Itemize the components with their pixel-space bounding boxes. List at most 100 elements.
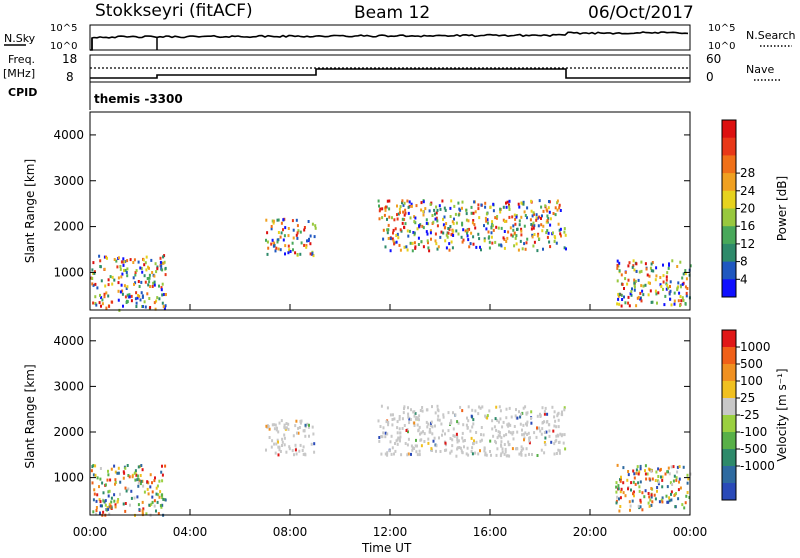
echo-cell <box>94 282 97 286</box>
echo-cell <box>386 217 388 221</box>
echo-cell <box>140 479 143 483</box>
echo-cell <box>620 304 623 308</box>
echo-cell <box>283 436 286 440</box>
colorbar-tick-label: 16 <box>740 219 755 233</box>
echo-cell <box>101 302 104 306</box>
echo-cell <box>443 226 446 230</box>
echo-cell <box>617 294 620 298</box>
echo-cell <box>557 411 560 415</box>
echo-cell <box>639 297 642 301</box>
echo-cell <box>156 265 159 269</box>
echo-cell <box>456 440 459 444</box>
echo-cell <box>471 446 474 450</box>
echo-cell <box>508 203 510 207</box>
echo-cell <box>628 500 631 504</box>
echo-cell <box>279 450 282 453</box>
echo-cell <box>684 272 687 276</box>
echo-cell <box>545 430 548 434</box>
echo-cell <box>637 295 640 299</box>
echo-cell <box>380 435 383 438</box>
echo-cell <box>271 439 274 443</box>
echo-cell <box>450 240 453 244</box>
echo-cell <box>644 472 647 476</box>
echo-cell <box>124 295 127 299</box>
echo-cell <box>637 472 640 476</box>
echo-cell <box>381 216 384 220</box>
echo-cell <box>411 249 414 253</box>
echo-cell <box>535 213 538 217</box>
echo-cell <box>283 234 286 238</box>
x-tick-label: 00:00 <box>673 525 708 539</box>
echo-cell <box>144 305 147 309</box>
echo-cell <box>668 263 670 267</box>
echo-cell <box>543 431 546 434</box>
echo-cell <box>164 464 167 468</box>
echo-cell <box>422 430 424 434</box>
echo-cell <box>295 452 298 456</box>
echo-cell <box>466 229 469 233</box>
echo-cell <box>615 499 618 503</box>
echo-cell <box>448 228 451 231</box>
echo-cell <box>164 266 167 270</box>
echo-cell <box>503 443 506 446</box>
echo-cell <box>553 424 556 428</box>
x-tick-label: 20:00 <box>573 525 608 539</box>
echo-cell <box>161 503 164 507</box>
echo-cell <box>440 422 443 426</box>
echo-cell <box>121 292 124 296</box>
echo-cell <box>163 306 166 310</box>
echo-cell <box>427 241 429 245</box>
echo-cell <box>505 205 508 209</box>
echo-cell <box>388 199 391 203</box>
echo-cell <box>160 286 163 290</box>
echo-cell <box>655 274 658 278</box>
echo-cell <box>480 426 483 429</box>
y-tick-label: 3000 <box>53 174 84 188</box>
echo-cell <box>93 488 96 492</box>
echo-cell <box>631 287 633 291</box>
echo-cell <box>648 504 651 508</box>
echo-cell <box>92 510 95 514</box>
echo-cell <box>103 500 106 504</box>
echo-cell <box>304 453 307 457</box>
echo-cell <box>506 236 509 240</box>
echo-cell <box>401 417 404 421</box>
echo-cell <box>615 481 618 485</box>
echo-cell <box>499 210 502 214</box>
echo-cell <box>502 218 505 222</box>
echo-cell <box>679 260 682 264</box>
echo-cell <box>92 283 95 287</box>
echo-cell <box>505 201 507 205</box>
noise-panel: N.Sky 10^5 10^0 10^5 10^0 N.Search <box>4 23 796 52</box>
echo-cell <box>411 448 414 452</box>
echo-cell <box>413 424 416 427</box>
echo-cell <box>460 449 463 453</box>
echo-cell <box>682 272 685 276</box>
echo-cell <box>117 298 120 302</box>
freq-unit-label: [MHz] <box>3 67 35 80</box>
echo-cell <box>623 287 625 290</box>
echo-cell <box>536 426 538 430</box>
echo-cell <box>108 304 111 308</box>
echo-cell <box>492 228 495 232</box>
echo-cell <box>435 444 438 448</box>
echo-cell <box>122 304 124 308</box>
echo-cell <box>271 238 274 242</box>
echo-cell <box>660 285 663 288</box>
echo-cell <box>499 417 502 421</box>
echo-cell <box>618 509 621 513</box>
echo-cell <box>444 239 447 243</box>
echo-cell <box>494 417 497 421</box>
echo-cell <box>391 446 394 450</box>
echo-cell <box>431 432 434 436</box>
echo-cell <box>564 233 567 237</box>
echo-cell <box>399 439 401 443</box>
echo-cell <box>313 442 316 446</box>
echo-cell <box>378 436 381 439</box>
echo-cell <box>644 464 647 468</box>
echo-cell <box>650 300 653 304</box>
echo-cell <box>91 282 94 286</box>
echo-cell <box>503 246 506 250</box>
echo-cell <box>538 426 541 430</box>
echo-cell <box>401 199 404 203</box>
